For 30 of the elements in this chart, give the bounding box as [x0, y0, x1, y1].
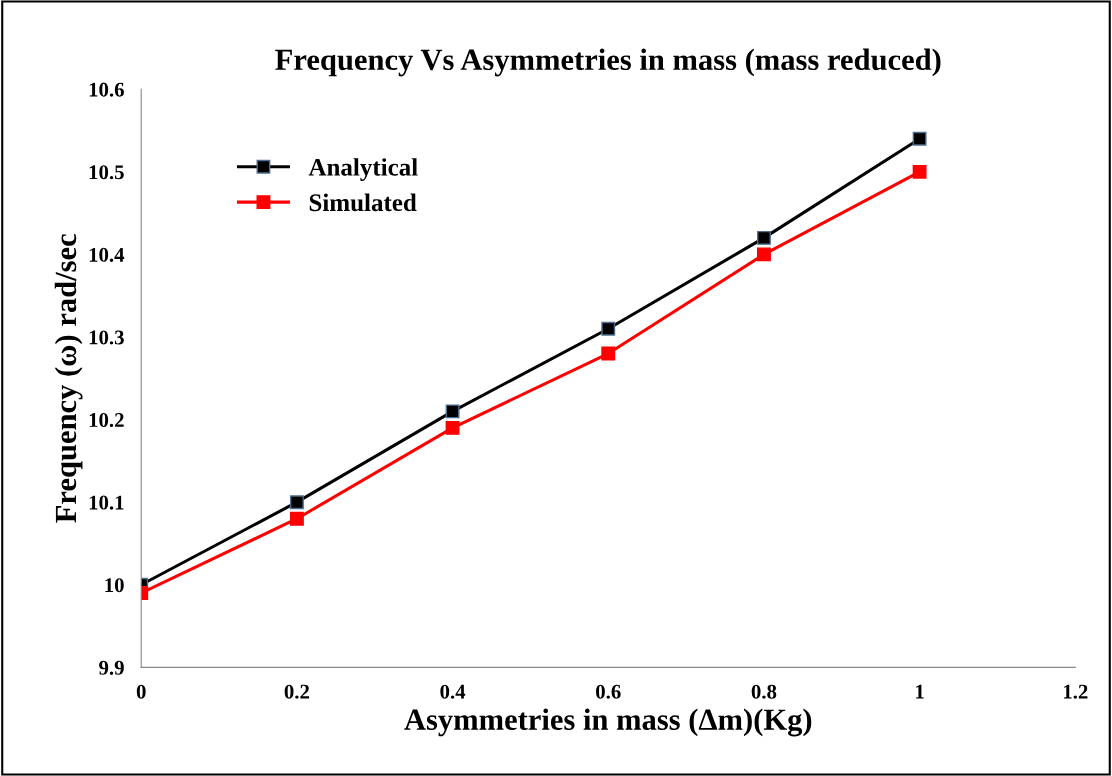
x-tick-label: 1	[916, 684, 924, 699]
point	[756, 247, 771, 262]
point	[601, 321, 616, 336]
y-tick-label: 10.3	[89, 330, 124, 345]
point	[912, 164, 927, 179]
x-axis-title: Asymmetries in mass (Δm)(Kg)	[404, 708, 812, 737]
x-tick-label: 1.2	[1063, 684, 1088, 699]
x-tick-label: 0.4	[440, 684, 466, 699]
point	[756, 230, 771, 245]
y-tick-label: 10.6	[89, 82, 124, 97]
y-tick-label: 10.1	[89, 495, 124, 510]
y-tick-label: 10.5	[89, 165, 124, 180]
y-tick-label: 10.2	[89, 412, 124, 428]
point	[601, 346, 616, 361]
y-tick-label: 10	[105, 578, 124, 593]
y-tick-label: 10.4	[89, 247, 125, 262]
y-tick-label: 9.9	[99, 660, 124, 675]
point	[289, 511, 304, 526]
point	[289, 495, 304, 510]
point	[912, 131, 927, 146]
x-tick-label: 0.6	[596, 684, 621, 699]
x-tick-label: 0.8	[751, 684, 777, 699]
point	[445, 420, 460, 435]
x-tick-label: 0.2	[284, 684, 310, 699]
legend-label: Simulated	[309, 193, 417, 212]
chart-title: Frequency Vs Asymmetries in mass (mass reduced)	[275, 48, 941, 77]
point	[445, 404, 460, 419]
legend-label: Analytical	[308, 158, 418, 181]
x-tick-label: 0	[136, 684, 146, 699]
y-axis-title: Frequency (ω) rad/sec	[54, 234, 83, 523]
